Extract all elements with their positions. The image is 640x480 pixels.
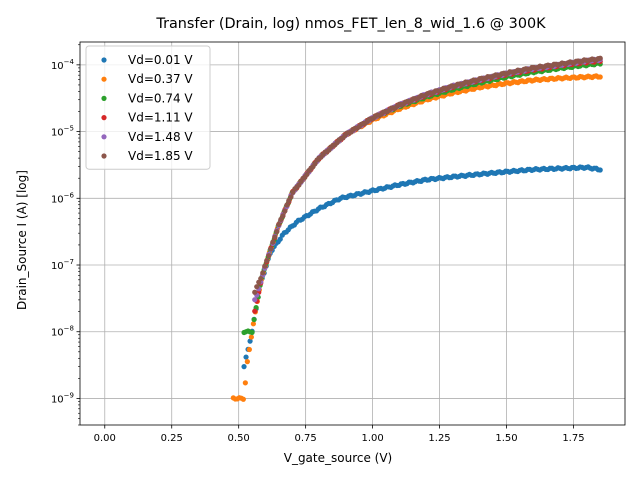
data-point <box>243 354 249 360</box>
y-tick-label: 10−7 <box>51 258 74 272</box>
data-point <box>252 308 258 314</box>
data-points <box>230 55 603 402</box>
x-tick-label: 0.75 <box>294 433 316 444</box>
x-tick-label: 1.50 <box>495 433 517 444</box>
data-point <box>242 380 248 386</box>
data-point <box>241 364 247 370</box>
data-point <box>249 329 255 335</box>
data-point <box>276 221 282 228</box>
x-axis-label: V_gate_source (V) <box>284 451 393 465</box>
data-point <box>260 270 266 276</box>
data-point <box>244 359 250 365</box>
y-tick-label: 10−4 <box>51 58 75 72</box>
x-tick-label: 1.75 <box>562 433 584 444</box>
data-point <box>304 171 310 178</box>
data-point <box>266 253 272 259</box>
x-tick-label: 0.50 <box>228 433 250 444</box>
data-point <box>597 55 603 61</box>
data-point <box>284 202 290 208</box>
data-point <box>246 346 252 353</box>
legend-marker <box>101 95 107 101</box>
legend-label: Vd=1.85 V <box>128 149 193 163</box>
data-point <box>270 239 276 245</box>
legend-marker <box>101 76 107 82</box>
x-axis: 0.00 0.25 0.50 0.75 1.00 1.25 1.50 1.75 <box>94 425 585 444</box>
plot-frame <box>79 41 626 426</box>
data-point <box>250 321 256 327</box>
data-point <box>272 234 278 240</box>
legend-label: Vd=0.74 V <box>128 91 193 105</box>
legend-label: Vd=0.01 V <box>128 53 193 67</box>
y-axis: 10−9 10−8 10−7 10−6 10−5 10−4 <box>51 44 80 426</box>
legend-marker <box>101 153 107 159</box>
data-point <box>282 208 288 214</box>
legend-box <box>85 45 211 170</box>
data-point <box>252 289 258 295</box>
data-point <box>262 263 268 269</box>
data-point <box>268 246 274 252</box>
data-point <box>240 396 246 402</box>
legend-label: Vd=1.48 V <box>128 130 193 144</box>
data-point <box>251 316 257 323</box>
x-tick-label: 1.25 <box>428 433 450 444</box>
legend-marker <box>101 134 107 140</box>
data-point <box>258 275 264 282</box>
data-point <box>288 194 294 200</box>
x-tick-label: 1.00 <box>361 433 383 444</box>
data-point <box>280 213 286 219</box>
data-point <box>247 338 253 344</box>
y-tick-label: 10−6 <box>51 191 75 205</box>
y-axis-label: Drain_Source I (A) [log] <box>15 170 29 310</box>
legend-marker <box>101 115 107 121</box>
x-tick-label: 0.25 <box>161 433 183 444</box>
y-tick-label: 10−9 <box>51 391 74 405</box>
data-point <box>248 334 254 340</box>
data-point <box>597 167 603 173</box>
data-point <box>264 258 270 264</box>
chart-title: Transfer (Drain, log) nmos_FET_len_8_wid… <box>155 16 546 32</box>
legend-label: Vd=1.11 V <box>128 111 193 125</box>
data-point <box>274 229 280 235</box>
data-point <box>254 284 260 290</box>
y-tick-label: 10−5 <box>51 125 74 139</box>
data-point <box>597 74 603 80</box>
legend: Vd=0.01 V Vd=0.37 V Vd=0.74 V Vd=1.11 V Vd=1… <box>85 45 211 170</box>
data-point <box>252 297 258 303</box>
x-tick-label: 0.00 <box>94 433 116 444</box>
y-tick-label: 10−8 <box>51 325 74 339</box>
legend-label: Vd=0.37 V <box>128 72 193 86</box>
legend-marker <box>101 57 107 63</box>
data-point <box>277 236 283 242</box>
